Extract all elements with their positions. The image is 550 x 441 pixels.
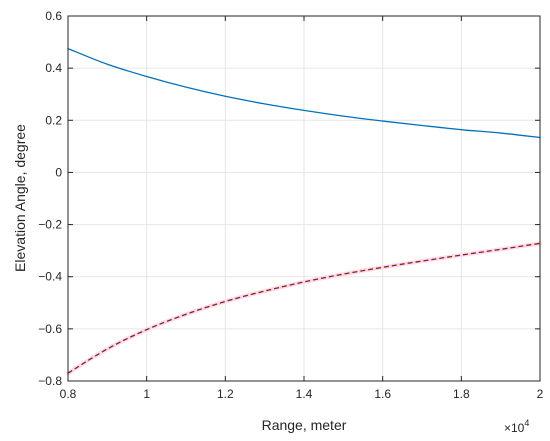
x-axis-exponent: ×104 [504,418,529,435]
x-axis-exponent-base: ×10 [504,421,525,435]
x-tick-label: 1.2 [217,387,234,401]
x-tick-label: 2 [537,387,544,401]
ticks: 0.8 1 1.2 1.4 1.6 1.8 2 −0.8 −0.6 −0.4 −0.2 0 0.2 0.4… [38,9,543,401]
y-tick-label: 0.6 [45,9,62,23]
y-tick-label: −0.6 [38,322,62,336]
y-tick-label: −0.4 [38,270,62,284]
series-lines [66,47,542,376]
y-tick-label: 0.2 [45,113,62,127]
series-line-3 [67,242,541,374]
x-tick-label: 1 [143,387,150,401]
x-axis-label: Range, meter [262,417,347,433]
x-axis-exponent-power: 4 [524,418,529,428]
y-tick-label: 0 [55,165,62,179]
y-tick-label: 0.4 [45,61,62,75]
x-tick-label: 1.4 [296,387,313,401]
x-tick-label: 1.8 [453,387,470,401]
y-axis-label: Elevation Angle, degree [12,124,28,272]
y-tick-label: −0.8 [38,374,62,388]
series-line-1 [67,47,541,139]
x-tick-label: 1.6 [374,387,391,401]
x-tick-label: 0.8 [60,387,77,401]
y-tick-label: −0.2 [38,218,62,232]
